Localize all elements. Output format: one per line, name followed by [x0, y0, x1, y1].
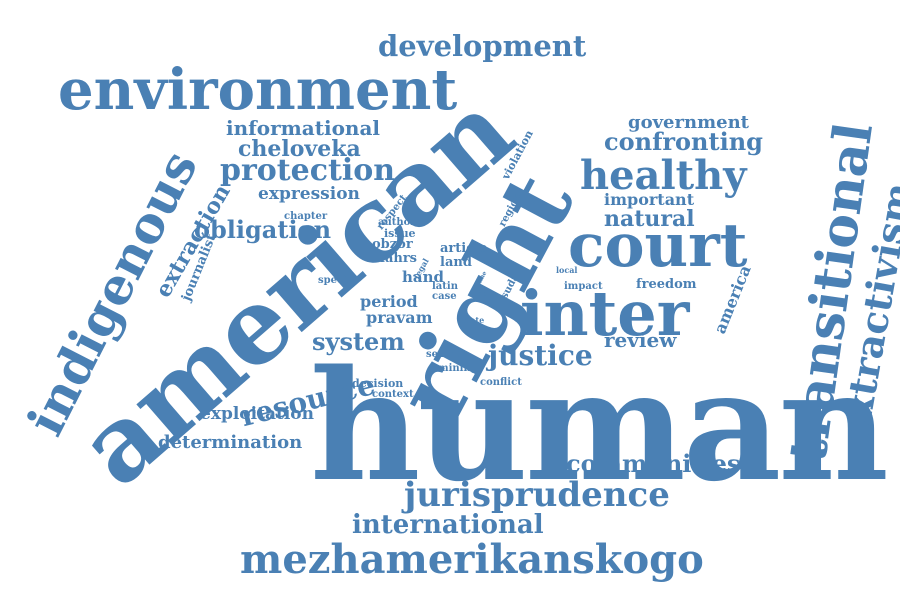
- word-justice: justice: [488, 339, 593, 372]
- word-informational: informational: [226, 116, 381, 140]
- word-jurisprudence: jurisprudence: [404, 475, 670, 515]
- word-pravam: pravam: [366, 308, 433, 327]
- word-international: international: [352, 510, 544, 540]
- word-issue: issue: [384, 227, 416, 240]
- word-important: important: [604, 190, 695, 209]
- word-author: author: [378, 217, 416, 228]
- word-mining: mining: [438, 363, 478, 374]
- word-iahrs: iahrs: [380, 251, 417, 266]
- word-protection: protection: [220, 153, 396, 188]
- word-obligation: obligation: [194, 215, 332, 244]
- word-court: court: [568, 211, 748, 281]
- word-hand: hand: [402, 268, 445, 286]
- word-government: government: [628, 112, 749, 133]
- word-communities: communities: [566, 449, 741, 478]
- word-development: development: [378, 29, 587, 63]
- word-land: land: [440, 255, 472, 270]
- word-expression: expression: [258, 184, 360, 204]
- word-self: self: [478, 289, 493, 298]
- word-local: local: [556, 265, 578, 275]
- word-conflict: conflict: [480, 377, 522, 388]
- word-period: period: [360, 292, 418, 311]
- word-mezhamerikanskogo: mezhamerikanskogo: [240, 536, 704, 583]
- word-article: article: [440, 241, 488, 256]
- word-decision: decision: [352, 377, 404, 390]
- word-system: system: [312, 327, 405, 356]
- word-cheloveka: cheloveka: [238, 136, 361, 162]
- word-chapter: chapter: [284, 211, 328, 222]
- word-human: human: [310, 336, 889, 515]
- word-inter: inter: [520, 277, 690, 350]
- word-exploitation: exploitation: [200, 404, 314, 424]
- word-latin: latin: [432, 281, 458, 292]
- word-case: case: [432, 291, 457, 302]
- word-review: review: [604, 328, 677, 352]
- word-natural: natural: [604, 206, 695, 232]
- word-sexual: sexual: [426, 349, 462, 360]
- word-confronting: confronting: [604, 127, 763, 156]
- word-impact: impact: [564, 281, 603, 292]
- word-environment: environment: [58, 57, 458, 123]
- word-context: context: [372, 389, 414, 400]
- word-special: special: [318, 275, 358, 286]
- word-healthy: healthy: [580, 152, 747, 199]
- word-obzor: obzor: [372, 237, 413, 252]
- word-state: state: [462, 315, 485, 325]
- word-freedom: freedom: [636, 277, 697, 292]
- word-determination: determination: [158, 432, 303, 453]
